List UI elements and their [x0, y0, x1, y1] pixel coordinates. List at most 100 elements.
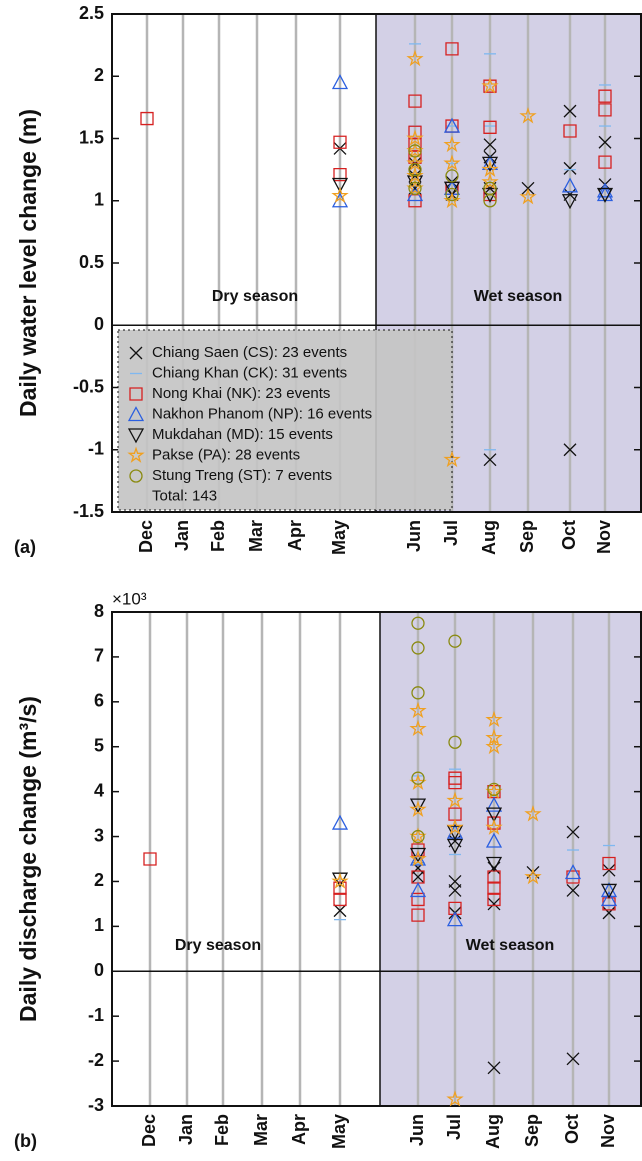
- marker: [409, 719, 427, 737]
- marker: [481, 77, 499, 94]
- x-tick-label: Dec: [139, 1114, 159, 1147]
- x-tick-label: Mar: [246, 520, 266, 552]
- marker: [411, 771, 425, 785]
- marker: [448, 901, 462, 916]
- marker: [566, 1052, 580, 1066]
- marker: [483, 138, 497, 152]
- y-tick-label: -3: [88, 1095, 104, 1115]
- marker: [600, 883, 618, 899]
- marker: [524, 805, 542, 822]
- marker: [485, 818, 503, 835]
- y-axis-label: Daily water level change (m): [15, 109, 41, 417]
- plot-frame: [111, 611, 642, 1107]
- legend-box: [117, 329, 453, 511]
- y-tick-label: 4: [94, 780, 104, 800]
- marker: [411, 616, 425, 630]
- marker: [483, 79, 497, 93]
- y-tick-label: -2: [88, 1050, 104, 1070]
- marker: [448, 735, 462, 749]
- y-tick-label: 2.5: [79, 3, 104, 23]
- x-tick-label: Feb: [212, 1114, 232, 1146]
- y-tick-label: 5: [94, 735, 104, 755]
- y-tick-label: -0.5: [73, 376, 104, 396]
- x-tick-label: Sep: [517, 520, 537, 553]
- x-tick-label: Jul: [441, 520, 461, 546]
- legend-marker: [127, 406, 145, 422]
- marker: [408, 162, 422, 177]
- marker: [411, 892, 425, 907]
- legend-label: Chiang Saen (CS): 23 events: [152, 344, 347, 361]
- marker: [561, 194, 579, 210]
- marker: [487, 897, 501, 911]
- marker: [519, 187, 537, 205]
- y-tick-label: 8: [94, 601, 104, 621]
- season-label: Dry season: [175, 937, 261, 954]
- y-tick-label: 0: [94, 314, 104, 334]
- season-label: Wet season: [466, 937, 555, 954]
- marker: [485, 710, 503, 728]
- marker: [446, 1090, 464, 1107]
- marker: [602, 906, 616, 920]
- marker: [443, 135, 461, 153]
- x-tick-label: Jan: [176, 1114, 196, 1145]
- marker: [409, 849, 427, 867]
- marker: [598, 89, 612, 103]
- x-tick-label: Jun: [407, 1114, 427, 1146]
- marker: [443, 450, 461, 468]
- x-tick-label: Aug: [479, 520, 499, 555]
- legend-label: Nakhon Phanom (NP): 16 events: [152, 405, 372, 422]
- marker: [333, 892, 347, 907]
- marker: [411, 870, 425, 884]
- marker: [408, 144, 422, 158]
- panel-label: (a): [14, 537, 36, 557]
- legend-note: Total: 143: [152, 487, 217, 504]
- marker: [406, 49, 424, 67]
- marker: [331, 814, 349, 830]
- marker: [443, 117, 461, 133]
- x-tick-label: Oct: [559, 520, 579, 550]
- season-label: Dry season: [212, 288, 298, 305]
- marker: [566, 825, 580, 839]
- marker: [602, 863, 616, 877]
- marker: [485, 807, 503, 823]
- marker: [406, 129, 424, 146]
- y-tick-label: 0.5: [79, 252, 104, 272]
- marker: [483, 453, 497, 467]
- marker: [409, 847, 427, 863]
- x-tick-label: Jul: [444, 1114, 464, 1140]
- marker: [485, 782, 503, 799]
- y-tick-label: 0: [94, 960, 104, 980]
- marker: [446, 791, 464, 808]
- marker: [143, 852, 157, 866]
- x-tick-label: Aug: [483, 1114, 503, 1149]
- marker: [448, 874, 462, 888]
- marker: [563, 104, 577, 118]
- marker: [598, 103, 612, 117]
- marker: [446, 838, 464, 854]
- legend-marker: [129, 346, 143, 360]
- y-tick-label: 1.5: [79, 127, 104, 147]
- marker: [408, 94, 422, 108]
- x-tick-label: May: [329, 1114, 349, 1149]
- marker: [448, 883, 462, 897]
- legend-marker: [129, 469, 143, 483]
- marker: [448, 634, 462, 648]
- marker: [563, 443, 577, 457]
- x-tick-label: Dec: [136, 520, 156, 553]
- marker: [598, 135, 612, 149]
- marker: [446, 911, 464, 927]
- marker: [487, 784, 501, 799]
- y-tick-label: -1: [88, 1005, 104, 1025]
- marker: [481, 156, 499, 172]
- legend-label: Stung Treng (ST): 7 events: [152, 467, 332, 484]
- legend-label: Chiang Khan (CK): 31 events: [152, 364, 347, 381]
- y-tick-label: 3: [94, 825, 104, 845]
- y-tick-label: 6: [94, 691, 104, 711]
- marker: [409, 798, 427, 814]
- legend-marker: [127, 446, 145, 463]
- x-tick-label: Apr: [285, 520, 305, 551]
- legend-marker: [129, 387, 143, 401]
- marker: [487, 892, 501, 907]
- marker: [409, 882, 427, 898]
- marker: [409, 701, 427, 719]
